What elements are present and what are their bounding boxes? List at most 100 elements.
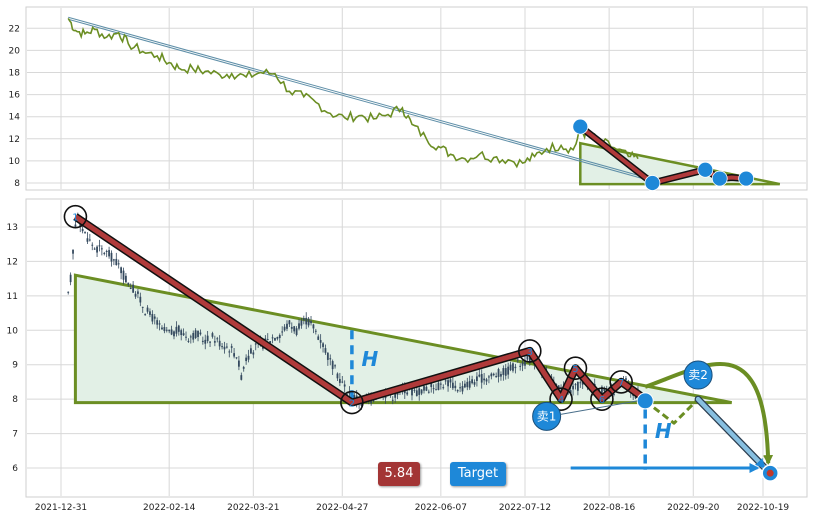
x-tick-label: 2022-03-21 [227,503,279,513]
candle-body [120,267,123,274]
candle-body [343,384,346,387]
candle-body [512,363,514,371]
candle-body [300,320,303,326]
candle-body [415,390,418,396]
sell-signal-label: 卖2 [688,368,708,382]
candle-body [341,381,344,383]
candle-body [519,365,522,367]
triangle-pattern [73,273,732,405]
candle-body [574,384,577,386]
candle-body [149,311,151,315]
candle-body [108,250,110,257]
candle-body [238,360,240,367]
candle-body [444,380,447,382]
candle-body [206,335,209,342]
candle-body [156,320,159,325]
candle-body [302,318,305,321]
candle-body [96,246,98,253]
candle-body [98,245,101,247]
candle-body [411,388,413,396]
candle-body [233,353,235,357]
candle-body [459,387,461,389]
y-tick-label: 8 [12,395,18,405]
candle-body [290,326,293,329]
candle-body [516,359,519,361]
x-tick-label: 2022-06-07 [415,503,467,513]
candle-body [317,336,320,340]
overview-panel [25,6,808,191]
candle-body [72,249,74,254]
candle-body [492,373,495,376]
candle-body [442,387,445,389]
candle-body [197,330,199,337]
candle-body [247,355,250,360]
candle-body [456,389,459,392]
candle-body [153,316,156,319]
y-tick-label: 14 [9,113,21,123]
candle-body [406,392,409,395]
overview-trendline-parallel [68,18,651,182]
candle-body [129,287,132,289]
candle-body [314,330,317,332]
y-tick-label: 12 [7,257,18,267]
candle-body [141,306,144,308]
candle-body [473,382,476,385]
candle-body [240,375,243,380]
candle-body [286,323,288,329]
candle-body [293,326,296,332]
candle-body [132,284,135,293]
overview-marker [572,118,589,135]
projection-curve-arrow [644,362,774,466]
candle-body [391,399,394,401]
candle-body [507,366,510,375]
candle-body [572,385,574,390]
y-tick-label: 8 [14,179,20,189]
candle-body [476,376,478,381]
y-tick-label: 13 [7,223,18,233]
candle-body [502,368,505,375]
candle-body [161,327,163,330]
candle-body [86,238,89,242]
pattern-point-label: 5 [572,364,578,375]
target-badge: Target [450,462,506,486]
candle-body [514,366,517,369]
candle-body [242,367,245,369]
overview-marker [644,175,661,191]
candle-body [168,329,171,332]
overview-marker [697,161,714,178]
candle-body [326,352,329,360]
candle-body [187,340,190,342]
candle-body [180,330,183,336]
candle-body [353,395,356,400]
candle-body [524,360,526,366]
pattern-point-marker [549,387,573,411]
candle-body [451,382,454,389]
candle-body [338,379,341,383]
candle-body [228,351,231,353]
candle-body [69,274,72,283]
candle-body [194,330,197,339]
candle-body [117,263,120,265]
candle-body [423,386,425,391]
pattern-path [74,214,647,406]
candle-body [105,251,108,253]
candle-body [91,244,94,246]
projection-path [644,398,700,425]
candle-body [223,346,226,350]
candle-body [334,365,336,367]
x-tick-label: 2022-08-16 [583,503,636,513]
candle-body [139,296,142,303]
candle-body [485,379,488,382]
pattern-point-label: 3 [527,347,533,358]
candle-body [413,389,416,391]
candle-body [182,333,185,336]
pattern-point-marker [340,390,364,415]
candle-body [225,346,228,348]
y-tick-label: 20 [9,46,21,56]
candle-body [250,348,252,354]
pivot-marker [636,392,654,410]
overview-zigzag [579,125,747,185]
candle-body [211,333,214,337]
